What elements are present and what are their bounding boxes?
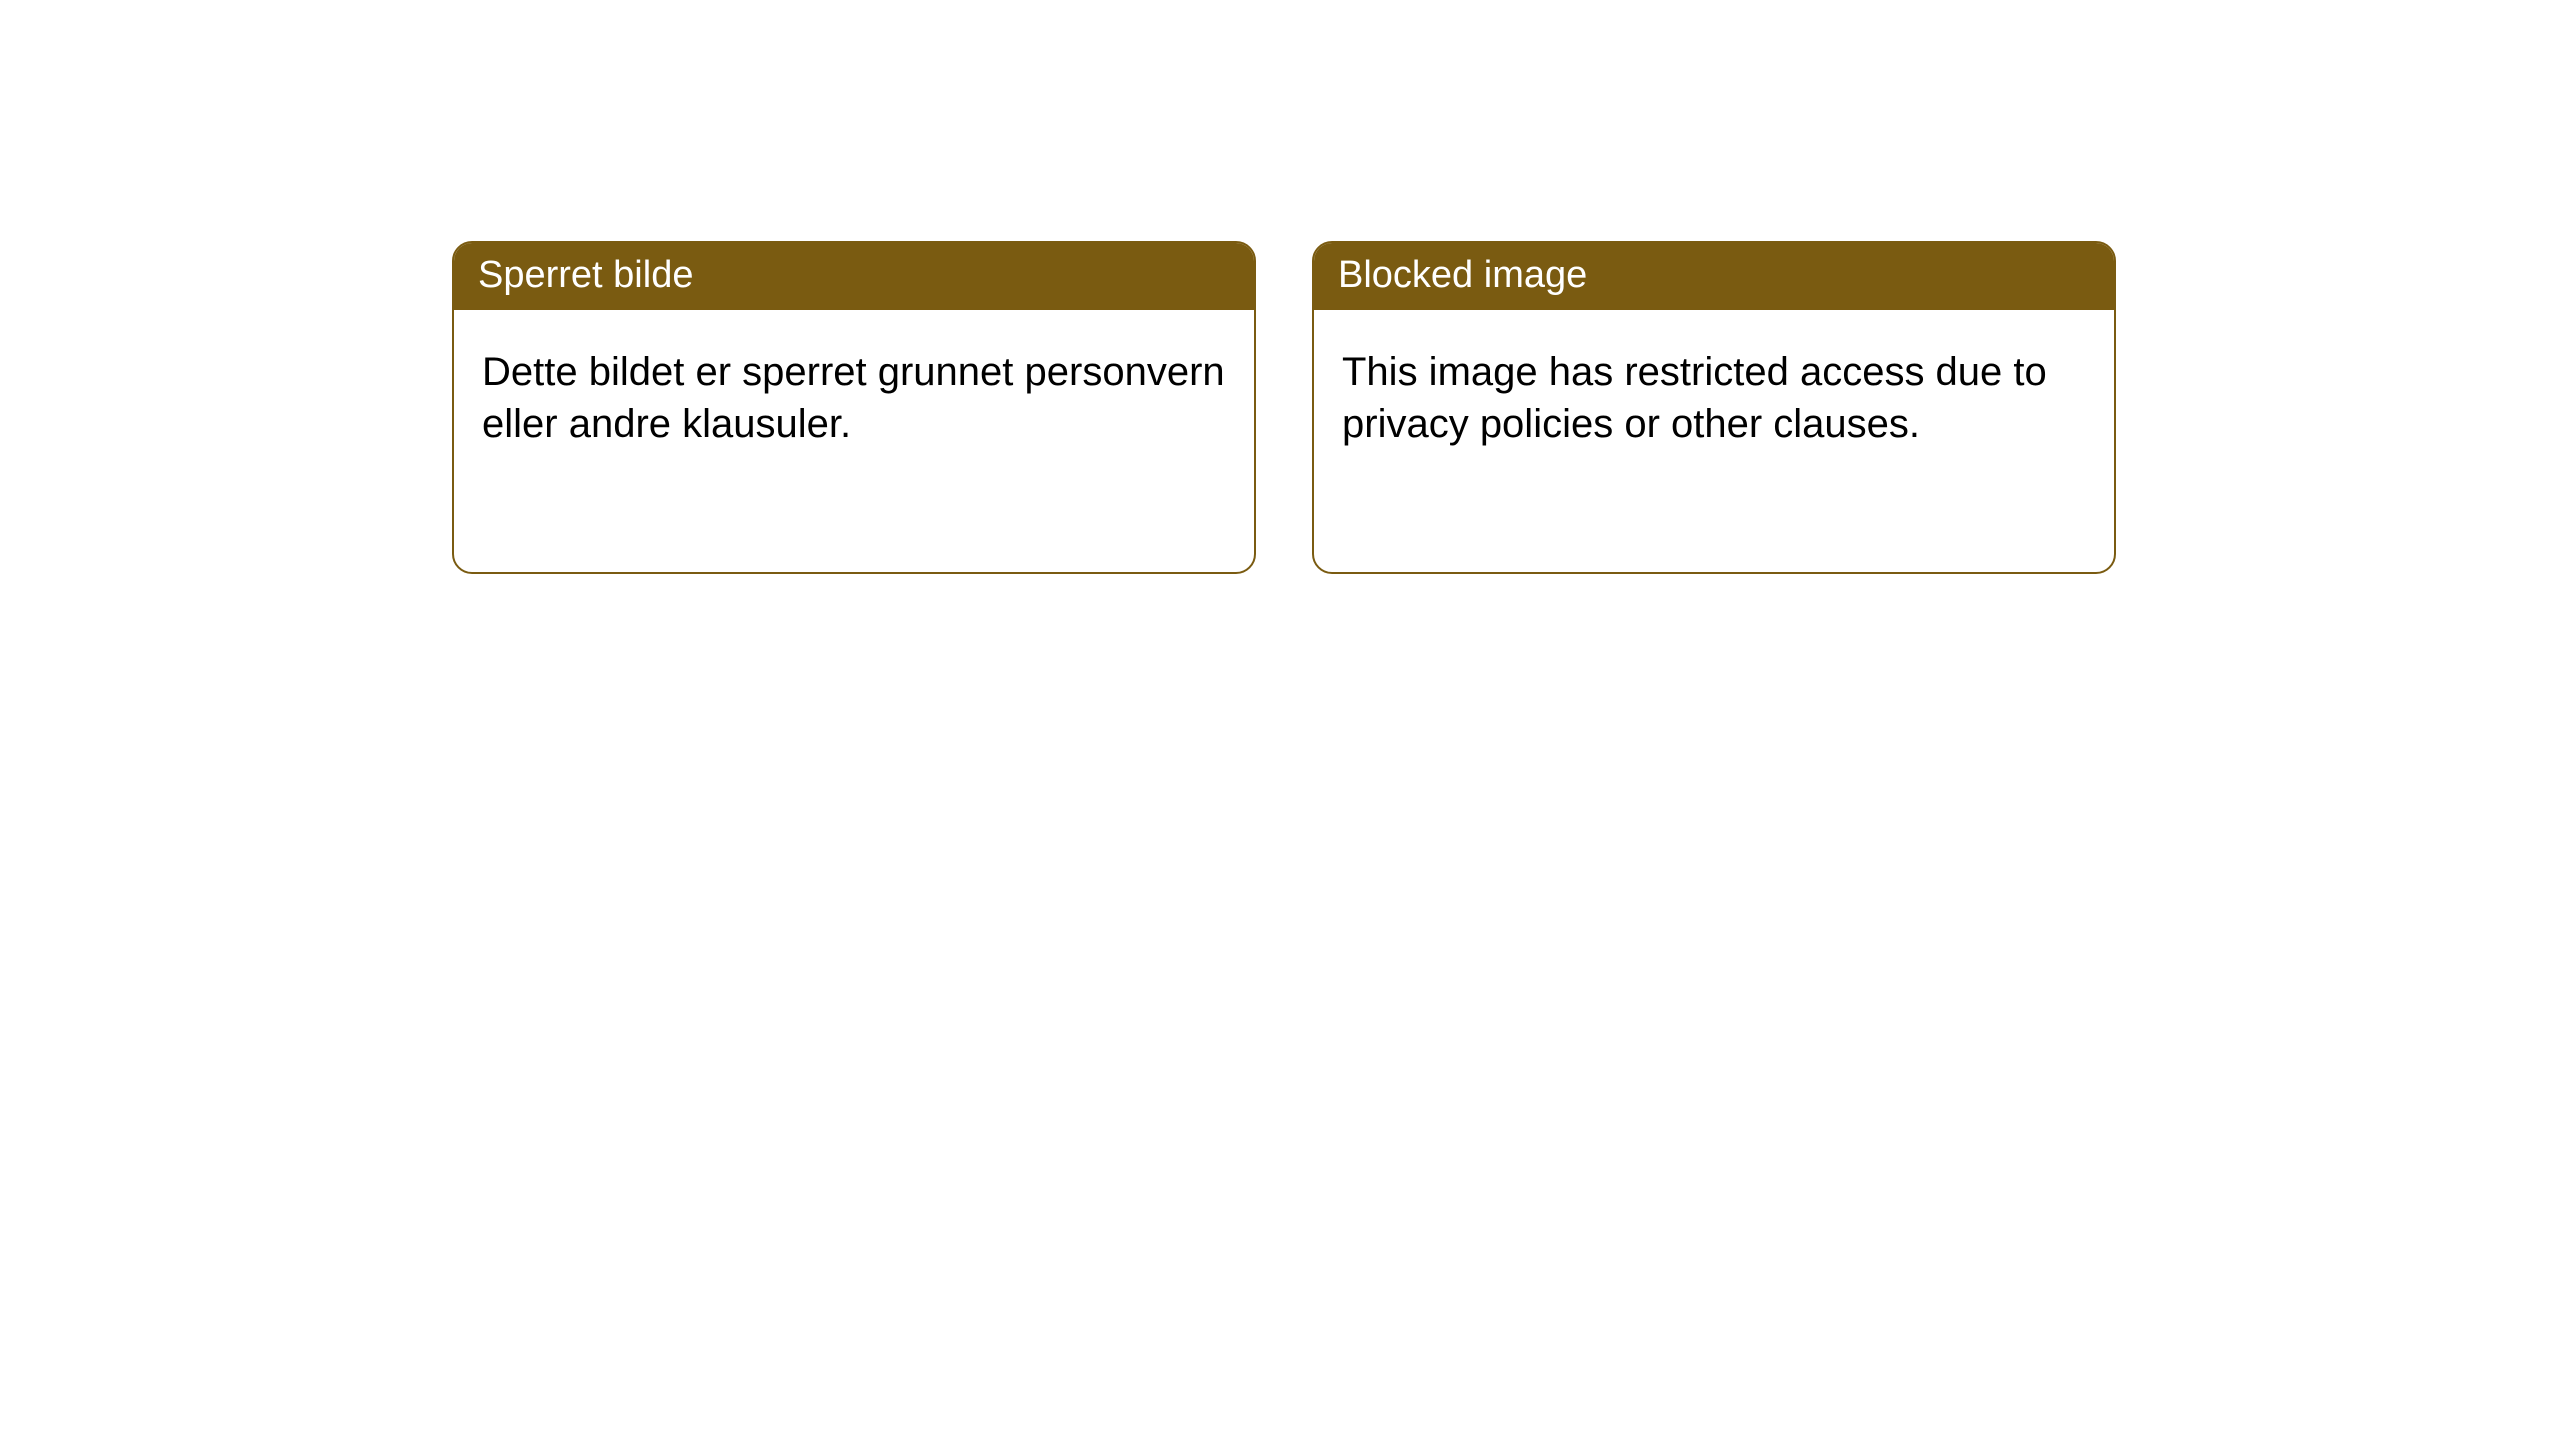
card-body: This image has restricted access due to … <box>1314 310 2114 486</box>
notice-container: Sperret bilde Dette bildet er sperret gr… <box>0 0 2560 574</box>
card-header: Sperret bilde <box>454 243 1254 310</box>
notice-card-norwegian: Sperret bilde Dette bildet er sperret gr… <box>452 241 1256 574</box>
notice-card-english: Blocked image This image has restricted … <box>1312 241 2116 574</box>
card-header: Blocked image <box>1314 243 2114 310</box>
card-body: Dette bildet er sperret grunnet personve… <box>454 310 1254 486</box>
